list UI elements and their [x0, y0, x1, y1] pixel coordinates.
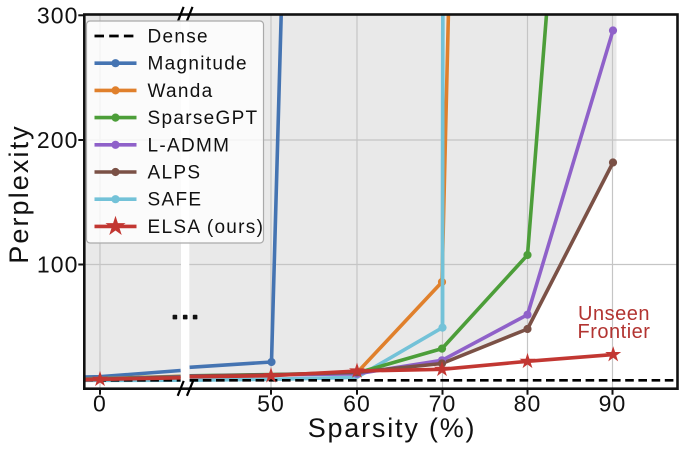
- svg-text:50: 50: [257, 391, 285, 417]
- svg-text:ALPS: ALPS: [148, 163, 202, 184]
- svg-text:90: 90: [599, 391, 627, 417]
- svg-text:100: 100: [37, 252, 79, 278]
- svg-text:Sparsity (%): Sparsity (%): [308, 413, 477, 443]
- svg-text:300: 300: [37, 3, 79, 29]
- svg-text:ELSA (ours): ELSA (ours): [148, 217, 265, 238]
- svg-text:200: 200: [37, 127, 79, 153]
- svg-text:Wanda: Wanda: [148, 81, 214, 102]
- svg-text:70: 70: [429, 391, 457, 417]
- svg-text:SAFE: SAFE: [148, 190, 203, 211]
- svg-text:SparseGPT: SparseGPT: [148, 108, 259, 129]
- svg-text:60: 60: [343, 391, 371, 417]
- svg-text:Magnitude: Magnitude: [148, 54, 248, 75]
- svg-text:0: 0: [93, 391, 107, 417]
- svg-text:L-ADMM: L-ADMM: [148, 135, 231, 156]
- svg-text:Unseen: Unseen: [578, 303, 650, 325]
- svg-text:Perplexity: Perplexity: [4, 124, 34, 264]
- svg-text:Dense: Dense: [148, 27, 209, 48]
- svg-text:Frontier: Frontier: [578, 321, 651, 343]
- svg-text:80: 80: [514, 391, 542, 417]
